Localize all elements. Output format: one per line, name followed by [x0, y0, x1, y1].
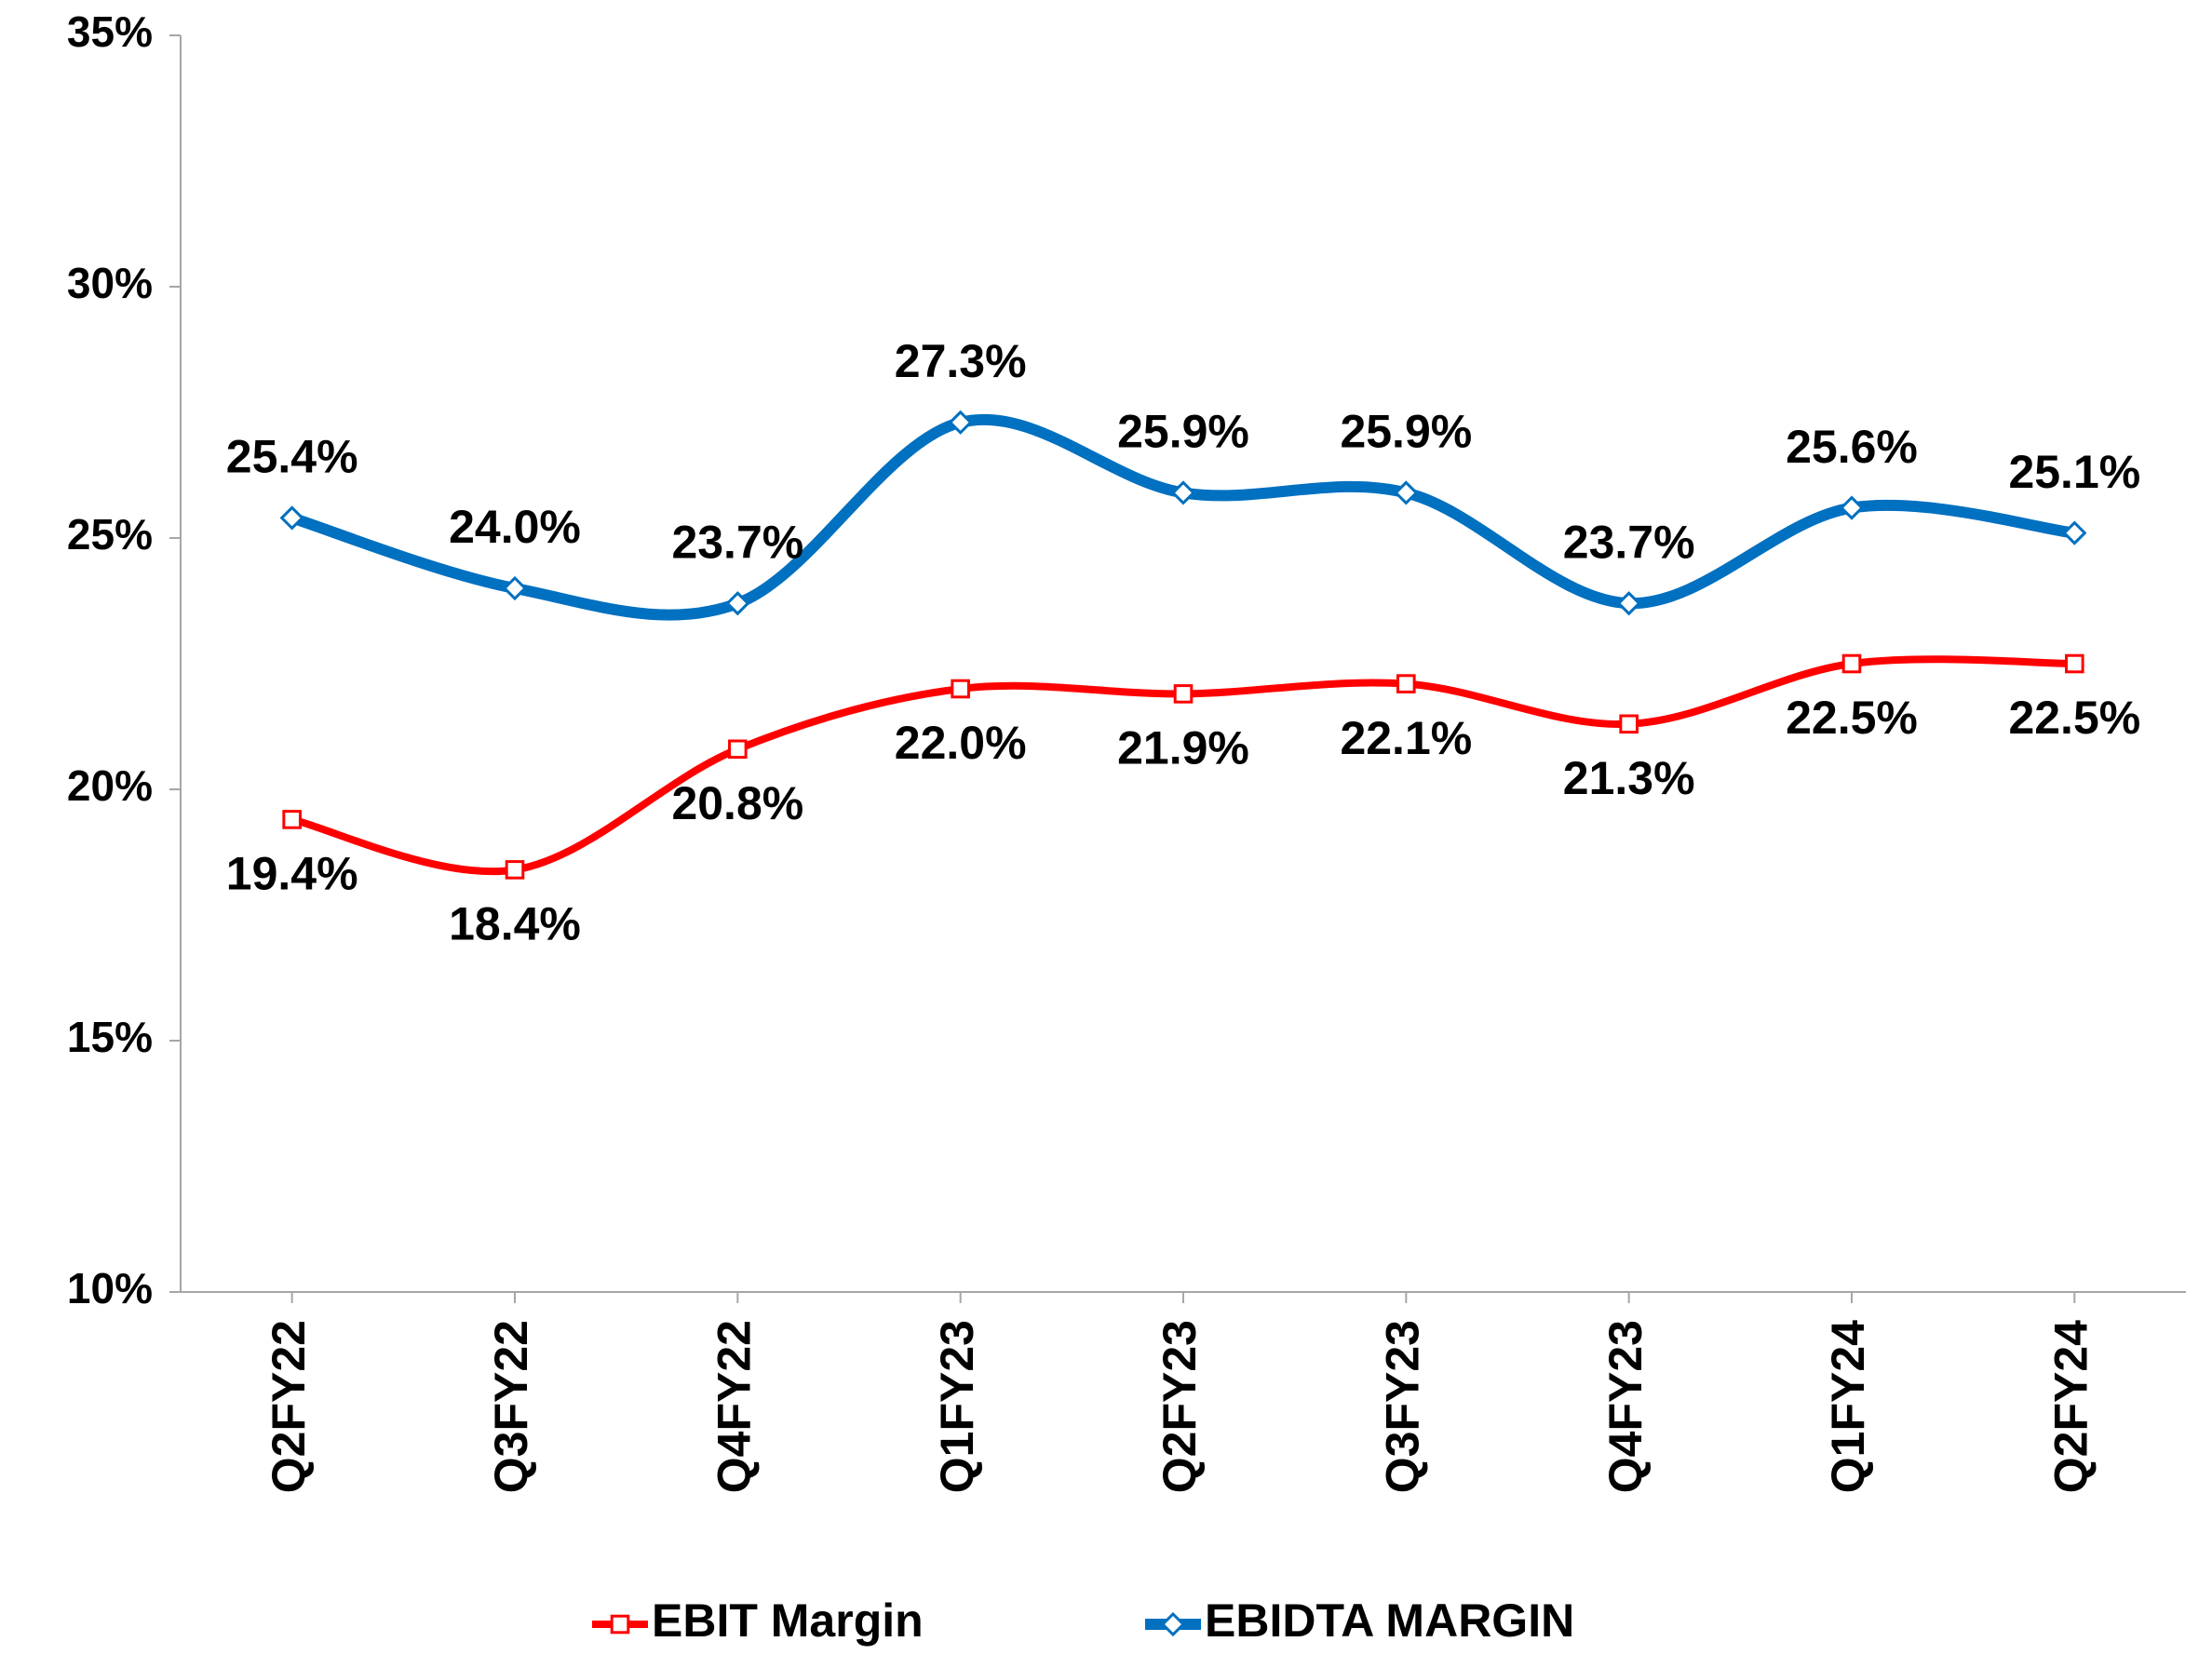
x-tick-label: Q1FY23 [931, 1320, 983, 1493]
data-label: 22.1% [1340, 712, 1472, 764]
y-tick-label: 30% [67, 259, 153, 307]
data-label: 22.5% [2008, 692, 2140, 744]
data-label: 24.0% [449, 501, 581, 553]
data-label: 22.5% [1786, 692, 1918, 744]
x-tick-label: Q2FY22 [263, 1320, 315, 1493]
x-tick-label: Q3FY23 [1377, 1320, 1429, 1493]
data-label: 20.8% [671, 777, 803, 829]
data-label: 25.9% [1117, 406, 1249, 458]
data-label: 25.4% [226, 431, 358, 483]
data-point [1394, 480, 1419, 505]
y-tick-label: 10% [67, 1264, 153, 1312]
y-tick-label: 35% [67, 7, 153, 56]
data-label: 21.9% [1117, 722, 1249, 774]
data-label: 27.3% [895, 335, 1027, 387]
data-point [502, 575, 528, 601]
data-label: 25.9% [1340, 406, 1472, 458]
legend-marker [1160, 1611, 1186, 1637]
data-point [1841, 653, 1862, 674]
data-point [1839, 495, 1865, 520]
x-tick-label: Q4FY22 [708, 1320, 761, 1493]
data-point [1170, 480, 1196, 505]
data-label: 23.7% [671, 516, 803, 568]
x-tick-label: Q4FY23 [1599, 1320, 1652, 1493]
data-label: 25.1% [2008, 446, 2140, 498]
data-point [282, 810, 302, 829]
data-point [1619, 714, 1639, 734]
x-tick-label: Q1FY24 [1822, 1320, 1874, 1493]
x-tick-label: Q2FY24 [2045, 1320, 2097, 1493]
data-point [1396, 674, 1416, 693]
x-tick-label: Q3FY22 [485, 1320, 537, 1493]
data-point [2065, 653, 2084, 674]
data-point [725, 591, 750, 616]
data-label: 25.6% [1786, 421, 1918, 473]
data-point [505, 860, 525, 880]
data-point [2062, 520, 2087, 545]
y-tick-label: 15% [67, 1013, 153, 1061]
data-label: 18.4% [449, 898, 581, 950]
x-tick-label: Q2FY23 [1153, 1320, 1206, 1493]
data-label: 22.0% [895, 717, 1027, 769]
data-label: 21.3% [1563, 752, 1695, 804]
data-point [948, 410, 973, 435]
y-tick-label: 25% [67, 510, 153, 558]
legend-label: EBIT Margin [652, 1594, 924, 1647]
data-point [728, 739, 748, 760]
data-label: 19.4% [226, 848, 358, 900]
legend-label: EBIDTA MARGIN [1205, 1594, 1574, 1647]
y-tick-label: 20% [67, 761, 153, 810]
data-label: 23.7% [1563, 516, 1695, 568]
legend-marker [610, 1614, 630, 1635]
data-point [1173, 684, 1194, 704]
data-point [1616, 591, 1641, 616]
data-point [279, 505, 304, 531]
data-point [951, 679, 970, 699]
